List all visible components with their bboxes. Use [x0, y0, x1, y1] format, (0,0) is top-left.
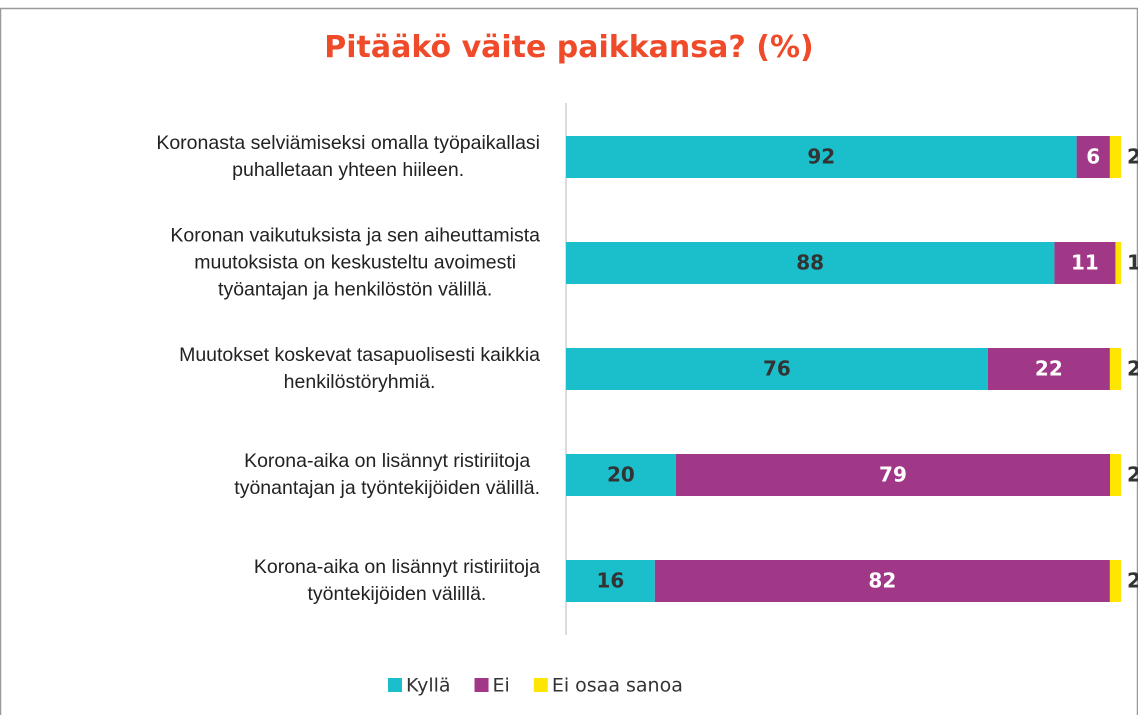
- bar-segment: [566, 136, 1077, 178]
- legend-label: Ei osaa sanoa: [552, 675, 683, 697]
- bar-segment: [675, 454, 1111, 496]
- bar-segment: [987, 348, 1110, 390]
- bar-segment: [566, 454, 676, 496]
- data-label: 2: [1127, 463, 1138, 487]
- data-label: 2: [1127, 569, 1138, 593]
- category-label: Korona-aika on lisännyt ristiriitoja työ…: [253, 556, 540, 605]
- data-label: 92: [807, 145, 835, 169]
- bar-segment: [1109, 560, 1121, 602]
- data-label: 16: [596, 569, 624, 593]
- bar-segment: [1110, 454, 1121, 496]
- data-label: 22: [1035, 357, 1063, 381]
- data-label: 6: [1086, 145, 1100, 169]
- bar-segment: [566, 242, 1055, 284]
- legend-label: Ei: [493, 675, 510, 697]
- bar-segment: [654, 560, 1110, 602]
- legend-swatch: [474, 678, 489, 692]
- bar-segment: [566, 560, 655, 602]
- bar-segment: [1115, 242, 1121, 284]
- bar-segment: [1109, 348, 1121, 390]
- data-label: 2: [1127, 357, 1138, 381]
- legend-swatch: [533, 678, 548, 692]
- bar-segment: [1109, 136, 1121, 178]
- category-label: Korona-aika on lisännyt ristiriitoja työ…: [234, 450, 540, 499]
- data-label: 88: [796, 251, 824, 275]
- category-label: Koronasta selviämiseksi omalla työpaikal…: [156, 132, 540, 181]
- bar-segment: [566, 348, 988, 390]
- data-label: 11: [1071, 251, 1099, 275]
- category-label: Koronan vaikutuksista ja sen aiheuttamis…: [170, 224, 540, 301]
- data-label: 20: [607, 463, 635, 487]
- data-label: 1: [1127, 251, 1138, 275]
- legend-label: Kyllä: [406, 675, 451, 697]
- data-label: 79: [879, 463, 907, 487]
- chart-title: Pitääkö väite paikkansa? (%): [324, 30, 814, 65]
- bar-segment: [1054, 242, 1116, 284]
- category-label: Muutokset koskevat tasapuolisesti kaikki…: [179, 344, 540, 393]
- data-label: 76: [763, 357, 791, 381]
- data-label: 82: [868, 569, 896, 593]
- bar-segment: [1076, 136, 1110, 178]
- data-label: 2: [1127, 145, 1138, 169]
- legend-swatch: [388, 678, 402, 692]
